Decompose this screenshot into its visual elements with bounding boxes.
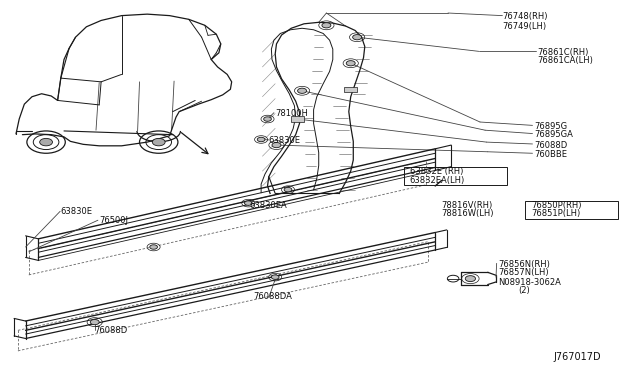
- Text: 78816W(LH): 78816W(LH): [442, 209, 494, 218]
- Text: 76088DA: 76088DA: [253, 292, 292, 301]
- Circle shape: [322, 23, 331, 28]
- Text: 76857N(LH): 76857N(LH): [498, 268, 548, 277]
- Circle shape: [152, 138, 165, 146]
- Circle shape: [150, 245, 157, 249]
- Text: 63832EA(LH): 63832EA(LH): [410, 176, 465, 185]
- Text: 76088D: 76088D: [95, 326, 128, 335]
- Text: 76851P(LH): 76851P(LH): [531, 209, 580, 218]
- Text: J767017D: J767017D: [554, 352, 601, 362]
- Text: 63830E: 63830E: [61, 207, 93, 216]
- Text: 63830EA: 63830EA: [250, 201, 287, 210]
- Bar: [404, 167, 507, 185]
- Text: 78816V(RH): 78816V(RH): [442, 201, 493, 210]
- Text: 76861C(RH): 76861C(RH): [538, 48, 589, 57]
- Circle shape: [257, 137, 265, 142]
- Text: 78100H: 78100H: [275, 109, 308, 118]
- Text: 760BBE: 760BBE: [534, 150, 568, 159]
- Circle shape: [346, 61, 355, 66]
- Text: 76500J: 76500J: [99, 216, 128, 225]
- Circle shape: [271, 275, 279, 279]
- Text: N08918-3062A: N08918-3062A: [498, 278, 561, 287]
- Text: 76895G: 76895G: [534, 122, 568, 131]
- Text: 76749(LH): 76749(LH): [502, 22, 547, 31]
- Text: 76748(RH): 76748(RH): [502, 12, 548, 21]
- Text: 76088D: 76088D: [534, 141, 568, 150]
- Text: 76895GA: 76895GA: [534, 130, 573, 139]
- Text: 76850P(RH): 76850P(RH): [531, 201, 582, 210]
- Circle shape: [90, 320, 99, 325]
- Bar: [344, 87, 357, 92]
- Circle shape: [353, 35, 362, 40]
- Bar: [525, 201, 618, 219]
- Text: 63830E: 63830E: [269, 136, 301, 145]
- Text: 76861CA(LH): 76861CA(LH): [538, 56, 593, 65]
- Text: 76856N(RH): 76856N(RH): [498, 260, 550, 269]
- Circle shape: [272, 142, 281, 148]
- Text: (2): (2): [518, 286, 530, 295]
- Circle shape: [264, 117, 271, 121]
- Text: 63832E (RH): 63832E (RH): [410, 167, 463, 176]
- Circle shape: [40, 138, 52, 146]
- Circle shape: [284, 187, 292, 192]
- Bar: [291, 116, 304, 122]
- Circle shape: [465, 276, 476, 282]
- Circle shape: [298, 88, 307, 93]
- Circle shape: [244, 201, 252, 205]
